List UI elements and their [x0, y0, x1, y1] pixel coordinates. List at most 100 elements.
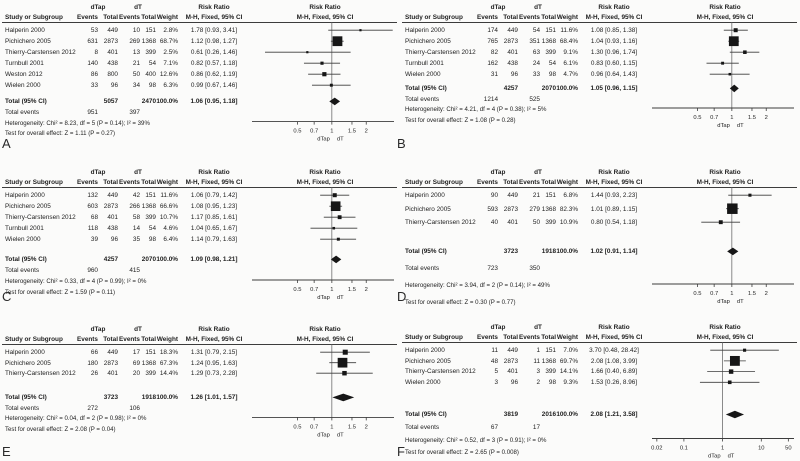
ci-text: 1.44 [0.93, 2.23] [590, 192, 638, 199]
events1-value: 765 [487, 38, 498, 45]
risk-ratio-header: Risk Ratio [598, 4, 630, 11]
mh-col-header: M-H, Fixed, 95% CI [185, 336, 243, 343]
overall-effect-text: Test for overall effect: Z = 1.11 (P = 0… [5, 130, 116, 138]
effect-square [320, 61, 324, 65]
study-col-header: Study or Subgroup [5, 179, 63, 186]
panel-letter: B [397, 136, 406, 151]
header-underline [2, 344, 397, 345]
col-group1-header: dTap [90, 326, 106, 333]
events1-value: 40 [490, 219, 498, 226]
forest-plot: 0.5 0.7 1 1.5 2 dTap dT [652, 187, 794, 305]
favours-left-label: dTap [317, 432, 330, 438]
total2-sum: 2070 [541, 85, 556, 92]
effect-square [337, 357, 348, 368]
events1-value: 132 [87, 192, 98, 199]
col-group2-header: dT [534, 4, 542, 11]
weight-col-header: Weight [556, 14, 578, 21]
weight-value: 9.3% [563, 379, 578, 387]
study-col-header: Study or Subgroup [5, 336, 63, 343]
axis-tick-label: 2 [765, 115, 768, 121]
axis-tick-label: 2 [365, 424, 368, 430]
total2-value: 98 [148, 236, 156, 243]
total-weight: 100.0% [156, 256, 178, 263]
total1-value: 96 [510, 379, 518, 387]
effect-square [727, 380, 732, 385]
events2-value: 24 [532, 60, 540, 67]
col-group1-header: dTap [490, 4, 506, 11]
events2-value: 69 [132, 359, 140, 367]
events1-value: 5 [494, 368, 498, 376]
col-group2-header: dT [134, 169, 142, 176]
weight-value: 6.8% [563, 192, 578, 199]
total-diamond [729, 84, 739, 93]
study-name: Thierry-Carstensen 2012 [405, 219, 476, 226]
events2-value: 21 [532, 192, 540, 199]
events1-value: 162 [487, 60, 498, 67]
total1-value: 401 [107, 370, 118, 377]
effect-square [332, 226, 336, 230]
forest-plot: 0.5 0.7 1 1.5 2 dTap dT [252, 22, 394, 143]
favours-left-label: dTap [317, 137, 330, 143]
weight-value: 7.1% [163, 60, 178, 67]
overall-effect-text: Test for overall effect: Z = 1.59 (P = 0… [5, 289, 116, 296]
effect-square [329, 83, 333, 87]
events1-value: 26 [90, 370, 98, 377]
ci-text: 0.96 [0.64, 1.43] [590, 71, 638, 78]
total1-col-header: Total [503, 14, 518, 21]
axis-tick-label: 0.5 [693, 291, 701, 297]
total1-value: 438 [507, 60, 518, 67]
effect-square [332, 36, 343, 47]
favours-right-label: dT [337, 137, 344, 143]
total-events1: 951 [87, 108, 98, 116]
events2-value: 10 [132, 27, 140, 34]
forest-plot: 0.5 0.7 1 1.5 2 dTap dT [252, 187, 394, 301]
events1-value: 118 [87, 225, 98, 232]
total-ci-text: 1.05 [0.96, 1.15] [590, 85, 638, 92]
events2-col-header: Events [519, 334, 540, 341]
effect-square [342, 349, 348, 355]
ci-text: 1.12 [0.98, 1.27] [190, 38, 238, 45]
panel-e: dTap dT Risk Ratio Risk Ratio Study or Subgr… [0, 306, 400, 461]
axis-tick-label: 1.5 [348, 129, 356, 135]
total1-value: 96 [510, 71, 518, 78]
total2-col-header: Total [141, 14, 156, 21]
weight-value: 14.4% [159, 370, 178, 377]
weight-value: 2.8% [163, 27, 178, 34]
total-label: Total (95% CI) [5, 98, 47, 105]
events1-value: 86 [90, 71, 98, 78]
total2-sum: 1918 [541, 248, 556, 255]
axis-tick-label: 1.5 [348, 287, 356, 293]
study-name: Pichichero 2005 [405, 205, 451, 213]
total2-value: 1368 [141, 38, 156, 45]
axis-tick-label: 0.02 [651, 446, 662, 452]
plot-risk-ratio-header: Risk Ratio [709, 324, 741, 331]
total-label: Total (95% CI) [5, 256, 47, 263]
total2-value: 98 [548, 379, 556, 387]
study-name: Halperin 2000 [405, 192, 445, 199]
ci-text: 1.08 [0.95, 1.23] [190, 203, 238, 210]
events2-value: 50 [132, 71, 140, 78]
total2-value: 151 [145, 27, 156, 34]
favours-right-label: dT [737, 123, 744, 129]
total1-sum: 3723 [503, 248, 518, 255]
total1-sum: 3723 [103, 394, 118, 401]
mh-col-header: M-H, Fixed, 95% CI [585, 14, 643, 21]
weight-value: 69.7% [559, 357, 578, 365]
events1-value: 68 [90, 214, 98, 221]
events2-value: 279 [529, 205, 540, 213]
plot-mh-header: M-H, Fixed, 95% CI [296, 179, 354, 186]
study-name: Pichichero 2005 [5, 203, 51, 210]
total2-value: 151 [145, 349, 156, 356]
effect-square [359, 29, 362, 32]
total1-col-header: Total [103, 179, 118, 186]
study-name: Weston 2012 [5, 71, 43, 78]
total1-value: 438 [107, 225, 118, 232]
weight-value: 6.4% [163, 236, 178, 243]
overall-effect-text: Test for overall effect: Z = 0.30 (P = 0… [405, 299, 516, 306]
events1-value: 180 [87, 359, 98, 367]
study-name: Wielen 2000 [405, 71, 441, 78]
total-events-label: Total events [5, 108, 40, 116]
effect-square [743, 50, 747, 54]
total2-value: 54 [148, 60, 156, 67]
total-events-label: Total events [405, 95, 440, 103]
